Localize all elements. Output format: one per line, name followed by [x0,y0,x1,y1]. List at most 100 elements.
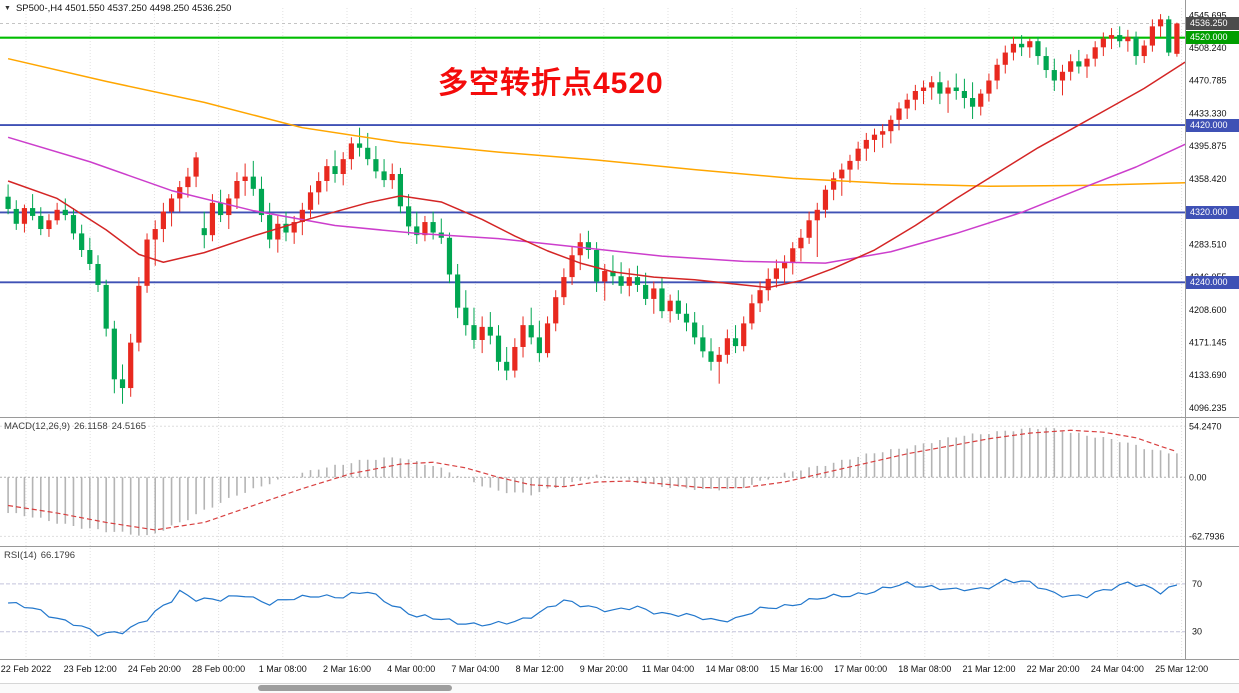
chart-scrollbar-thumb[interactable] [258,685,452,691]
candle [348,137,354,170]
candle [700,325,706,358]
candle [929,76,935,100]
candle [683,303,690,332]
candle [1043,47,1049,78]
time-axis-label: 22 Mar 20:00 [1026,664,1080,674]
candle [30,194,36,221]
candle [790,242,796,275]
ma-mid-line [7,136,1186,264]
price-tick-label: 4395.875 [1189,141,1227,151]
time-axis-label: 24 Mar 04:00 [1090,664,1144,674]
grid-lines [25,8,1183,658]
candle [839,163,845,196]
candle [160,202,166,243]
candle [38,207,44,236]
candle [1035,36,1041,65]
candle [945,80,951,113]
candle [528,307,534,345]
candle [1133,31,1139,65]
price-tick-label: 4358.420 [1189,174,1227,184]
candle [569,246,575,285]
rsi-axis-label: 30 [1192,627,1202,637]
rsi-pane: 70 30 [0,578,1202,637]
candle [258,176,265,223]
candle [267,202,273,249]
candle [136,277,142,352]
candle [1174,22,1180,57]
candle [487,312,493,345]
candle [634,265,641,292]
candle [536,320,542,362]
time-axis-label: 14 Mar 08:00 [705,664,759,674]
candle [209,194,216,242]
candle [463,290,469,336]
candle [651,281,657,314]
candle [1084,54,1090,78]
macd-signal-value: 24.5165 [111,421,146,432]
candle [1166,15,1172,57]
candles-layer [5,14,1180,404]
time-axis-label: 18 Mar 08:00 [898,664,952,674]
candle [389,163,395,189]
candle [495,325,502,371]
candle [618,262,624,294]
rsi-line [8,578,1178,637]
candle [986,73,992,102]
candle [896,102,902,131]
candle [455,263,461,319]
candle [512,338,518,378]
symbol-ohlc-text: SP500-,H4 4501.550 4537.250 4498.250 453… [15,3,232,14]
rsi-indicator-label: RSI(14) 66.1796 [4,550,79,561]
candle [741,316,747,352]
candle [912,84,918,111]
time-axis-label: 2 Mar 16:00 [322,664,372,674]
rsi-name: RSI(14) [4,550,37,561]
candle [1125,29,1131,52]
candle [692,312,698,345]
time-axis-label: 1 Mar 08:00 [258,664,307,674]
candle [798,229,804,262]
candle [1002,45,1008,74]
candle [716,346,722,384]
candle [732,325,739,354]
candle [561,268,567,306]
macd-main-value: 26.1158 [74,421,108,432]
candle [659,277,665,319]
candle [610,255,616,285]
price-tick-label: 4320.965 [1189,207,1227,217]
price-tick-label: 4171.145 [1189,337,1227,347]
candle [806,211,812,244]
time-axis-label: 24 Feb 20:00 [127,664,181,674]
candle [291,215,297,244]
candle [414,211,420,244]
time-axis-label: 9 Mar 20:00 [579,664,628,674]
candle [79,224,85,257]
candle [855,141,861,170]
candle [822,185,829,218]
price-tick-label: 4283.510 [1189,239,1227,249]
candle [62,198,68,221]
candle [168,194,175,227]
macd-signal-line [7,429,1178,531]
candle [152,220,158,266]
chart-scrollbar-track[interactable] [0,684,1239,693]
candle [46,214,52,237]
collapse-panel-icon[interactable]: ▼ [4,5,11,12]
price-tick-label: 4433.330 [1189,108,1227,118]
time-axis: 22 Feb 2022 23 Feb 12:00 24 Feb 20:00 28 Fe… [0,660,1239,683]
candle [218,189,224,223]
time-axis-label: 15 Mar 16:00 [769,664,823,674]
candle [471,307,477,349]
candle [749,294,755,330]
candle [234,172,240,209]
candle [5,184,11,215]
ma-slow-line [7,57,1186,187]
annotation-text[interactable]: 多空转折点4520 [438,67,664,100]
macd-name: MACD(12,26,9) [4,421,70,432]
candle [422,215,428,242]
candle [177,180,183,212]
price-axis-labels: 4545.695 4508.240 4470.785 4433.330 4395.875… [1189,10,1227,413]
candle [871,128,878,153]
